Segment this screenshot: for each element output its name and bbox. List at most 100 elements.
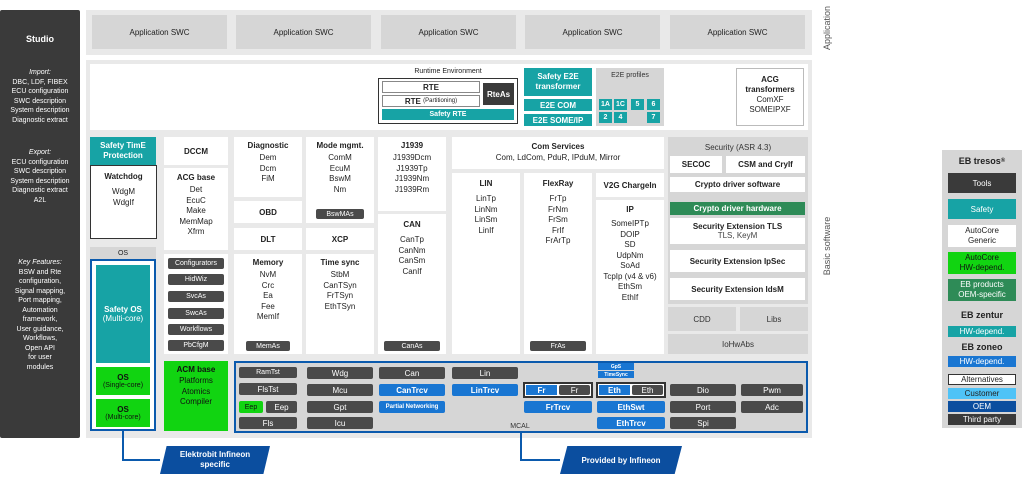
lin-item: LinSm [474,215,498,224]
os-single-title: OS [117,373,129,382]
feature-item: Signal mapping, [14,287,66,295]
lin-box: LIN LinTp LinNm LinSm LinIf [452,173,520,354]
j1939-items: J1939Dcm J1939Tp J1939Nm J1939Rm [393,153,431,195]
crypto-driver-hardware: Crypto driver hardware [670,202,805,215]
feature-item: Open API [25,344,55,352]
acm-base-items: Platforms Atomics Compiler [179,376,213,408]
diagnostic-item: Dem [259,153,277,162]
can-box: CAN CanTp CanNm CanSm CanIf [378,214,446,354]
profile-2: 2 [599,112,612,123]
mode-mgmt-items: ComM EcuM BswM Nm [328,153,352,195]
legend-title-text: EB tresos [958,156,1001,166]
j1939-item: J1939Nm [394,174,430,183]
chip-pbcfgm: PbCfgM [168,340,224,351]
os-multi-sub: (Multi-core) [105,414,141,421]
legend-eb-zoneo: EB zoneo [961,342,1003,352]
feature-item: modules [26,363,54,371]
studio-panel [0,10,80,438]
watchdog-items: WdgM WdgIf [112,187,135,208]
safety-os-sub: (Multi-core) [102,314,144,323]
safety-os-box: Safety OS (Multi-core) [96,265,150,363]
chip-workflows: Workflows [168,324,224,335]
legend-tools: Tools [948,173,1016,193]
ip-item: UdpNm [616,250,644,260]
ip-item: TcpIp (v4 & v6) [603,271,657,281]
export-list: ECU configuration SWC description System d… [0,158,80,206]
flexray-box: FlexRay FrTp FrNm FrSm FrIf FrArTp [524,173,592,354]
flexray-item: FrTp [549,194,567,203]
ip-title: IP [626,205,634,214]
export-item: Diagnostic extract [12,187,68,194]
chip-swcas: SwcAs [168,308,224,319]
csm-cryif-box: CSM and CryIf [726,156,805,173]
mcal-fls: Fls [239,417,297,429]
chip-bswmas: BswMAs [316,209,364,219]
watchdog-item: WdgM [111,187,136,196]
legend-oem: OEM [948,401,1016,412]
legend-safety: Safety [948,199,1016,219]
acg-base-item: EcuC [186,195,206,205]
memory-item: MemIf [256,312,280,321]
diagnostic-items: Dem Dcm FiM [260,153,277,185]
libs-box: Libs [740,307,808,331]
ip-items: SomeIPTp DOIP SD UdpNm SoAd TcpIp (v4 & v6) Et… [603,219,656,303]
feature-item: User guidance, [16,325,64,333]
mcal-ethtrcv: EthTrcv [597,417,665,429]
mcal-adc: Adc [741,401,803,413]
acg-base-box: ACG base Det EcuC Make MemMap Xfrm [164,168,228,250]
ip-box: IP SomeIPTp DOIP SD UdpNm SoAd TcpIp (v4 & v6… [596,200,664,354]
profile-5: 5 [631,99,644,110]
memory-item: Fee [261,301,275,311]
acg-base-items: Det EcuC Make MemMap Xfrm [179,185,212,238]
dlt-box: DLT [234,228,302,250]
memory-title: Memory [252,258,284,267]
import-item: DBC, LDF, FIBEX [12,78,68,86]
ip-item: EthSm [617,282,642,291]
lin-item: LinIf [478,225,494,235]
flexray-item: FrArTp [545,236,571,245]
export-heading: Export: [28,149,52,156]
mcal-port: Port [670,401,736,413]
time-sync-item: EthTSyn [324,301,356,311]
safety-e2e-transformer: Safety E2E transformer [524,68,592,96]
flexray-item: FrNm [547,204,568,214]
os-multi-core-box: OS (Multi-core) [96,399,150,427]
mcal-eep-green: Eep [239,401,263,413]
mcal-partial-networking: Partial Networking [379,401,445,413]
memory-items: NvM Crc Ea Fee MemIf [257,270,279,323]
memory-item: Ea [263,291,273,300]
profile-7: 7 [647,112,660,123]
safety-os-title: Safety OS [104,305,142,314]
feature-item: framework, [22,316,58,323]
j1939-item: J1939Rm [394,184,430,194]
callout-provided-by-infineon: Provided by Infineon [560,446,682,474]
mcal-lintrcv: LinTrcv [452,384,518,396]
export-item: A2L [33,196,47,204]
dccm-box: DCCM [164,137,228,165]
legend-alternatives: Alternatives [948,374,1016,385]
legend-zoneo-hw: HW-depend. [948,356,1016,367]
diagnostic-item: FiM [261,174,275,183]
feature-item: Automation [22,306,58,314]
acg-base-item: Xfrm [187,227,205,236]
security-extension-idsm: Security Extension IdsM [670,278,805,300]
secoc-box: SECOC [670,156,722,173]
mcal-ethswt: EthSwt [597,401,665,413]
legend-zentur-hw: HW-depend. [948,326,1016,337]
chip-configurators: Configurators [168,258,224,269]
acg-base-item: Make [186,206,206,215]
legend-reg: ® [1000,158,1006,164]
acg-transformers-title: ACG transformers [745,75,795,94]
j1939-title: J1939 [400,141,424,150]
rte-partitioning-box: RTE (Partitioning) [382,95,480,107]
studio-features: Key Features: BSW and Rte configuration, S… [0,258,80,372]
legend-eb-zentur: EB zentur [960,310,1003,320]
acg-base-item: MemMap [179,216,213,226]
can-items: CanTp CanNm CanSm CanIf [398,235,425,277]
j1939-item: J1939Dcm [392,153,432,162]
safety-rte-box: Safety RTE [382,109,514,120]
profile-1c: 1C [614,99,627,110]
acg-base-item: Det [189,185,203,194]
acm-base-item: Compiler [179,397,212,406]
